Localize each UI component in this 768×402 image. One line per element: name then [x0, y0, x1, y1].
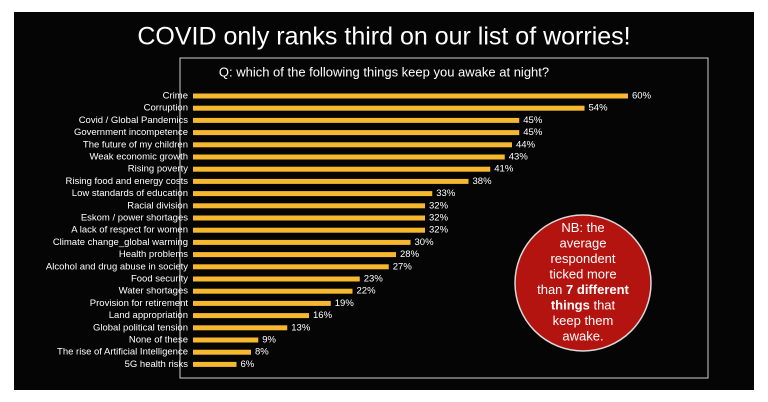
bar [193, 142, 512, 148]
value-label: 8% [255, 347, 269, 358]
category-label: Rising poverty [128, 164, 188, 175]
annotation-text: average [560, 236, 607, 251]
bar [193, 264, 389, 270]
category-label: Land appropriation [109, 310, 188, 321]
category-label: Eskom / power shortages [81, 213, 188, 224]
value-label: 22% [357, 286, 377, 297]
value-label: 43% [509, 152, 529, 163]
value-label: 45% [523, 127, 543, 138]
category-label: Alcohol and drug abuse in society [46, 261, 188, 272]
value-label: 32% [429, 225, 449, 236]
value-label: 32% [429, 200, 449, 211]
category-label: 5G health risks [125, 359, 189, 370]
bar [193, 337, 259, 343]
category-label: Provision for retirement [90, 298, 189, 309]
value-label: 32% [429, 213, 449, 224]
bar [193, 239, 411, 245]
bar [193, 117, 520, 123]
bar [193, 288, 353, 294]
annotation-text: ticked more [549, 267, 616, 282]
annotation-text: keep them [553, 313, 614, 328]
category-label: Low standards of education [72, 188, 188, 199]
chart-subtitle: Q: which of the following things keep yo… [219, 64, 549, 79]
category-label: Government incompetence [74, 127, 188, 138]
bar [193, 191, 433, 197]
bar [193, 93, 628, 99]
category-label: Rising food and energy costs [65, 176, 188, 187]
annotation-circle [514, 214, 652, 352]
annotation-text: 7 different [566, 282, 630, 297]
value-label: 9% [262, 335, 276, 346]
value-label: 60% [632, 91, 652, 102]
bar [193, 105, 585, 111]
frame [179, 57, 709, 379]
bar [193, 203, 425, 209]
annotation-line: things that [551, 298, 616, 313]
value-label: 33% [436, 188, 456, 199]
annotation-text: than [537, 282, 566, 297]
value-label: 38% [473, 176, 493, 187]
value-label: 44% [516, 139, 536, 150]
bar [193, 227, 425, 233]
category-label: Water shortages [119, 286, 189, 297]
value-label: 45% [523, 115, 543, 126]
category-label: None of these [129, 335, 188, 346]
annotation-text: things [551, 298, 590, 313]
bar [193, 349, 251, 355]
category-label: Climate change_global warming [53, 237, 188, 248]
annotation-line: respondent [550, 251, 615, 266]
category-label: Covid / Global Pandemics [79, 115, 189, 126]
annotation-line: awake. [562, 329, 603, 344]
value-label: 27% [393, 261, 413, 272]
category-label: A lack of respect for women [71, 225, 188, 236]
bar [193, 154, 505, 160]
category-label: Crime [163, 91, 188, 102]
value-label: 13% [291, 322, 311, 333]
annotation-line: average [560, 236, 607, 251]
annotation-text: awake. [562, 329, 603, 344]
annotation-line: keep them [553, 313, 614, 328]
annotation-text: NB: the [561, 220, 604, 235]
category-label: The future of my children [83, 139, 188, 150]
bar [193, 276, 360, 282]
category-label: The rise of Artificial Intelligence [57, 347, 188, 358]
annotation-line: ticked more [549, 267, 616, 282]
annotation-line: than 7 different [537, 282, 629, 297]
value-label: 28% [400, 249, 420, 260]
annotation-line: NB: the [561, 220, 604, 235]
bar [193, 361, 237, 367]
category-label: Health problems [119, 249, 188, 260]
bar [193, 300, 331, 306]
value-label: 30% [415, 237, 435, 248]
value-label: 54% [589, 103, 609, 114]
annotation-text: that [590, 298, 616, 313]
category-label: Weak economic growth [89, 152, 188, 163]
annotation-text: respondent [550, 251, 615, 266]
bar [193, 178, 469, 184]
bar [193, 252, 396, 258]
value-label: 23% [364, 274, 384, 285]
bar [193, 215, 425, 221]
bar [193, 166, 491, 172]
bar [193, 130, 520, 136]
value-label: 6% [241, 359, 255, 370]
category-label: Global political tension [93, 322, 188, 333]
bar [193, 313, 309, 319]
bar [193, 325, 288, 331]
category-label: Food security [131, 274, 188, 285]
value-label: 41% [494, 164, 514, 175]
value-label: 16% [313, 310, 333, 321]
chart-title: COVID only ranks third on our list of wo… [137, 23, 630, 51]
category-label: Racial division [127, 200, 188, 211]
category-label: Corruption [144, 103, 188, 114]
value-label: 19% [335, 298, 355, 309]
